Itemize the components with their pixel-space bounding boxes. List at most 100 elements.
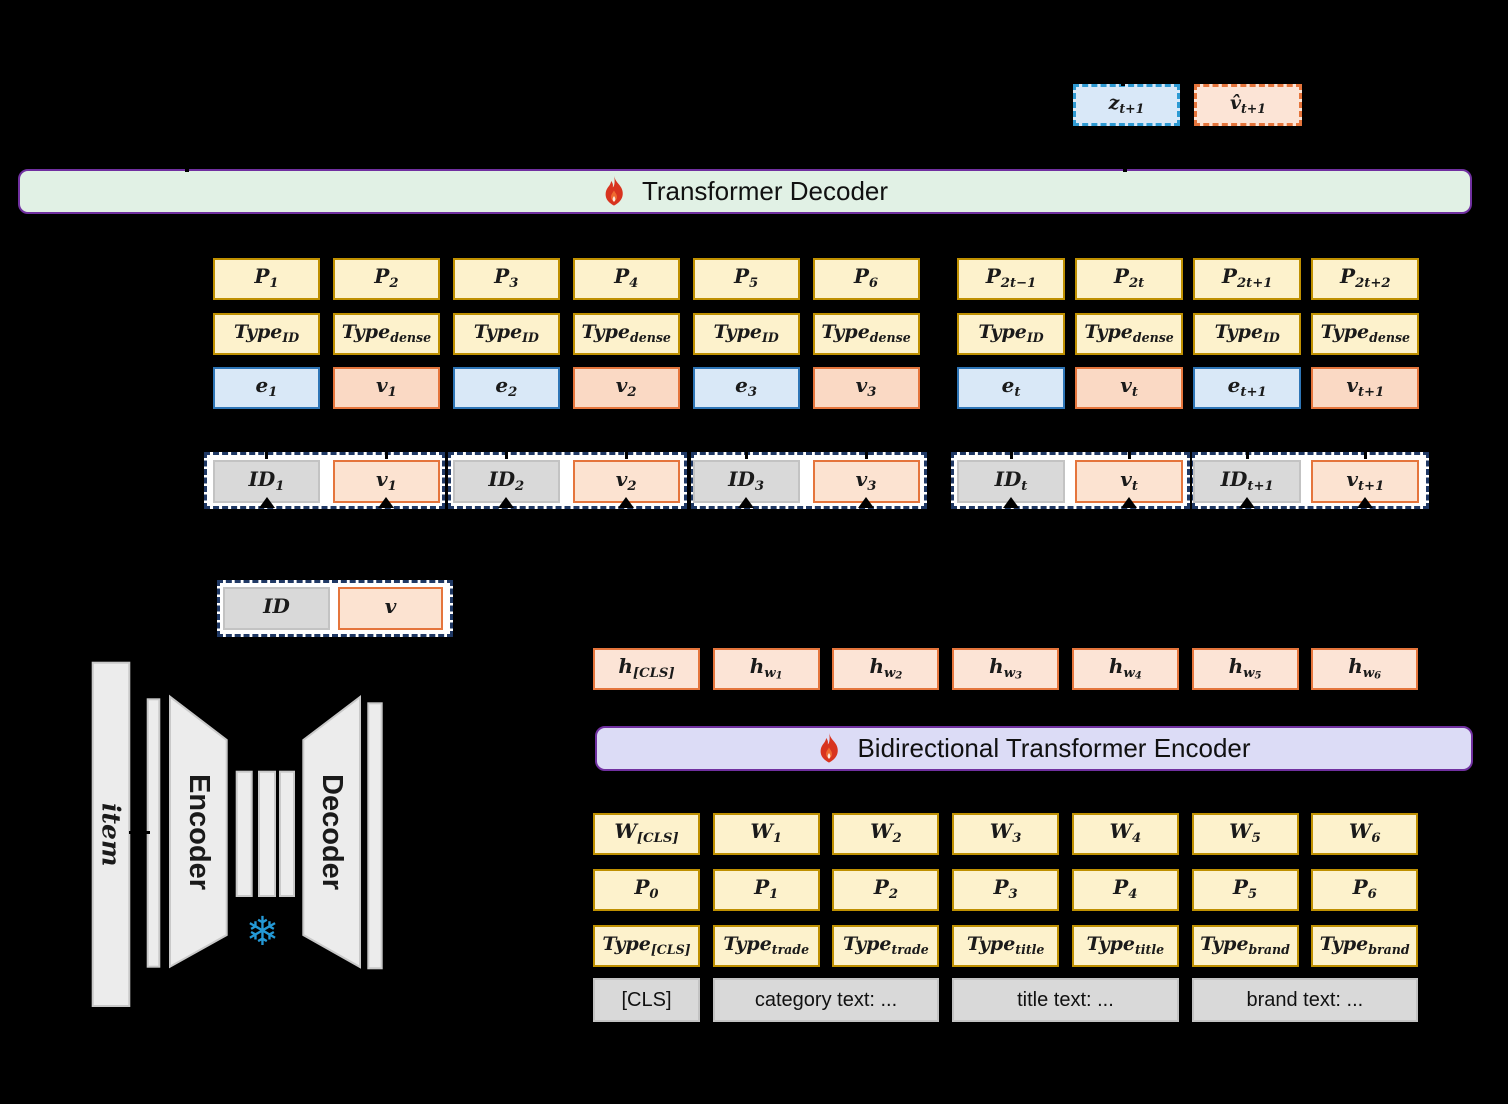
pos-embedding-box-label: P4 bbox=[1113, 875, 1138, 903]
type-embedding-box-label: TypeID bbox=[233, 320, 300, 345]
type-embedding-box-label: Typedense bbox=[821, 320, 911, 345]
type-embedding-box: Typetitle bbox=[1071, 925, 1179, 967]
arrow-tick bbox=[864, 448, 868, 459]
pos-embedding-box-label: P3 bbox=[494, 264, 519, 292]
type-embedding-box-label: Typetitle bbox=[1086, 932, 1165, 957]
type-embedding-box: Typebrand bbox=[1191, 925, 1299, 967]
arrow-tick bbox=[1009, 448, 1013, 459]
id-token-box-label: IDt bbox=[994, 466, 1028, 494]
id-token-box-label: ID2 bbox=[488, 466, 525, 494]
pos-embedding-box: P5 bbox=[1191, 869, 1299, 911]
id-embedding-box: e1 bbox=[213, 367, 320, 409]
id-token-box: IDt+1 bbox=[1193, 460, 1302, 503]
v-hat-output-box: v̂t+1 bbox=[1194, 84, 1302, 126]
type-embedding-box-label: Typetrade bbox=[843, 932, 929, 957]
flame-icon bbox=[602, 176, 626, 207]
dense-vector-box: v1 bbox=[332, 367, 440, 409]
arrow-tick bbox=[129, 831, 150, 834]
word-embedding-box-label: W5 bbox=[1229, 819, 1261, 847]
id-embedding-box: e3 bbox=[692, 367, 800, 409]
flame-icon bbox=[817, 733, 841, 764]
type-embedding-box: Typedense bbox=[812, 313, 920, 355]
pos-embedding-box: P5 bbox=[692, 258, 800, 300]
hidden-state-box-label: hw2 bbox=[869, 654, 903, 682]
id-embedding-box: et+1 bbox=[1193, 367, 1302, 409]
pos-embedding-box-label: P6 bbox=[1352, 875, 1377, 903]
pos-embedding-box-label: P1 bbox=[254, 264, 279, 292]
arrow-head bbox=[858, 497, 874, 508]
text-token-label: brand text: ... bbox=[1246, 989, 1364, 1011]
id-token-box: ID1 bbox=[213, 460, 320, 503]
word-embedding-box: W1 bbox=[712, 813, 820, 855]
word-embedding-box: W5 bbox=[1191, 813, 1299, 855]
word-embedding-box-label: W4 bbox=[1109, 819, 1142, 847]
pos-embedding-box: P4 bbox=[1071, 869, 1179, 911]
arrow-head bbox=[1003, 497, 1019, 508]
arrow-head bbox=[1121, 497, 1138, 508]
bottleneck-bar bbox=[235, 770, 253, 897]
id-token-box-label: IDt+1 bbox=[1220, 466, 1274, 494]
arrow-tick bbox=[1363, 448, 1367, 459]
word-embedding-box-label: W1 bbox=[750, 819, 783, 847]
item-bar bbox=[91, 661, 131, 1007]
id-embedding-box: et bbox=[957, 367, 1065, 409]
arrow-head bbox=[498, 497, 515, 508]
dense-vector-box-label: v1 bbox=[375, 466, 397, 494]
text-token-box: category text: ... bbox=[712, 978, 940, 1022]
pos-embedding-box-label: P4 bbox=[614, 264, 639, 292]
arrow-tick bbox=[1127, 448, 1131, 459]
type-embedding-box: TypeID bbox=[692, 313, 800, 355]
dense-vector-box-label: v bbox=[384, 593, 397, 618]
bidirectional-transformer-encoder-label: Bidirectional Transformer Encoder bbox=[857, 733, 1251, 763]
id-token-box: ID2 bbox=[452, 460, 560, 503]
dense-vector-box-label: v2 bbox=[615, 373, 637, 401]
type-embedding-box: Typebrand bbox=[1311, 925, 1419, 967]
dense-vector-box-label: vt+1 bbox=[1346, 373, 1385, 401]
id-embedding-box: e2 bbox=[452, 367, 560, 409]
word-embedding-box-label: W3 bbox=[989, 819, 1022, 847]
hidden-state-box: hw1 bbox=[712, 648, 820, 690]
type-embedding-box-label: Typebrand bbox=[1319, 932, 1410, 957]
id-token-box-label: ID bbox=[263, 593, 290, 618]
text-token-label: [CLS] bbox=[621, 989, 672, 1011]
word-embedding-box: W4 bbox=[1071, 813, 1179, 855]
pos-embedding-box-label: P2t−1 bbox=[985, 264, 1037, 292]
type-embedding-box: Typetitle bbox=[952, 925, 1060, 967]
id-token-box: IDt bbox=[957, 460, 1065, 503]
word-embedding-box: W6 bbox=[1311, 813, 1419, 855]
decoder-trapezoid bbox=[302, 694, 361, 969]
type-embedding-box-label: Typedense bbox=[1084, 320, 1174, 345]
arrow-head bbox=[1239, 497, 1256, 508]
arrow-tick bbox=[1123, 165, 1127, 172]
type-embedding-box-label: TypeID bbox=[978, 320, 1044, 345]
dense-vector-box: vt bbox=[1075, 367, 1184, 409]
type-embedding-box: TypeID bbox=[957, 313, 1065, 355]
cls-token-box: [CLS] bbox=[593, 978, 700, 1022]
id-token-box: ID3 bbox=[692, 460, 800, 503]
pos-embedding-box: P0 bbox=[593, 869, 700, 911]
hidden-state-box-label: hw3 bbox=[989, 654, 1023, 682]
type-embedding-box-label: TypeID bbox=[713, 320, 779, 345]
word-embedding-box: W3 bbox=[952, 813, 1060, 855]
arrow-head bbox=[258, 497, 275, 508]
id-token-box-label: ID3 bbox=[728, 466, 765, 494]
type-embedding-box: Typedense bbox=[572, 313, 680, 355]
transformer-decoder-label: Transformer Decoder bbox=[641, 176, 889, 206]
dense-vector-box: vt bbox=[1075, 460, 1184, 503]
type-embedding-box-label: Typedense bbox=[581, 320, 671, 345]
pos-embedding-box-label: P5 bbox=[1232, 875, 1258, 903]
hidden-state-box: hw2 bbox=[832, 648, 940, 690]
pos-embedding-box: P2t−1 bbox=[957, 258, 1065, 300]
id-token-box: ID bbox=[223, 587, 330, 630]
arrow-tick bbox=[624, 448, 628, 459]
type-embedding-box-label: TypeID bbox=[473, 320, 539, 345]
pos-embedding-box-label: P2t bbox=[1113, 264, 1145, 292]
dense-vector-box-label: vt bbox=[1120, 373, 1138, 401]
arrow-head bbox=[618, 497, 635, 508]
hidden-state-box: hw3 bbox=[952, 648, 1060, 690]
id-embedding-box-label: e2 bbox=[495, 373, 518, 401]
arrow-head bbox=[378, 497, 395, 508]
pos-embedding-box: P2 bbox=[832, 869, 940, 911]
type-embedding-box-label: TypeID bbox=[1214, 320, 1280, 345]
